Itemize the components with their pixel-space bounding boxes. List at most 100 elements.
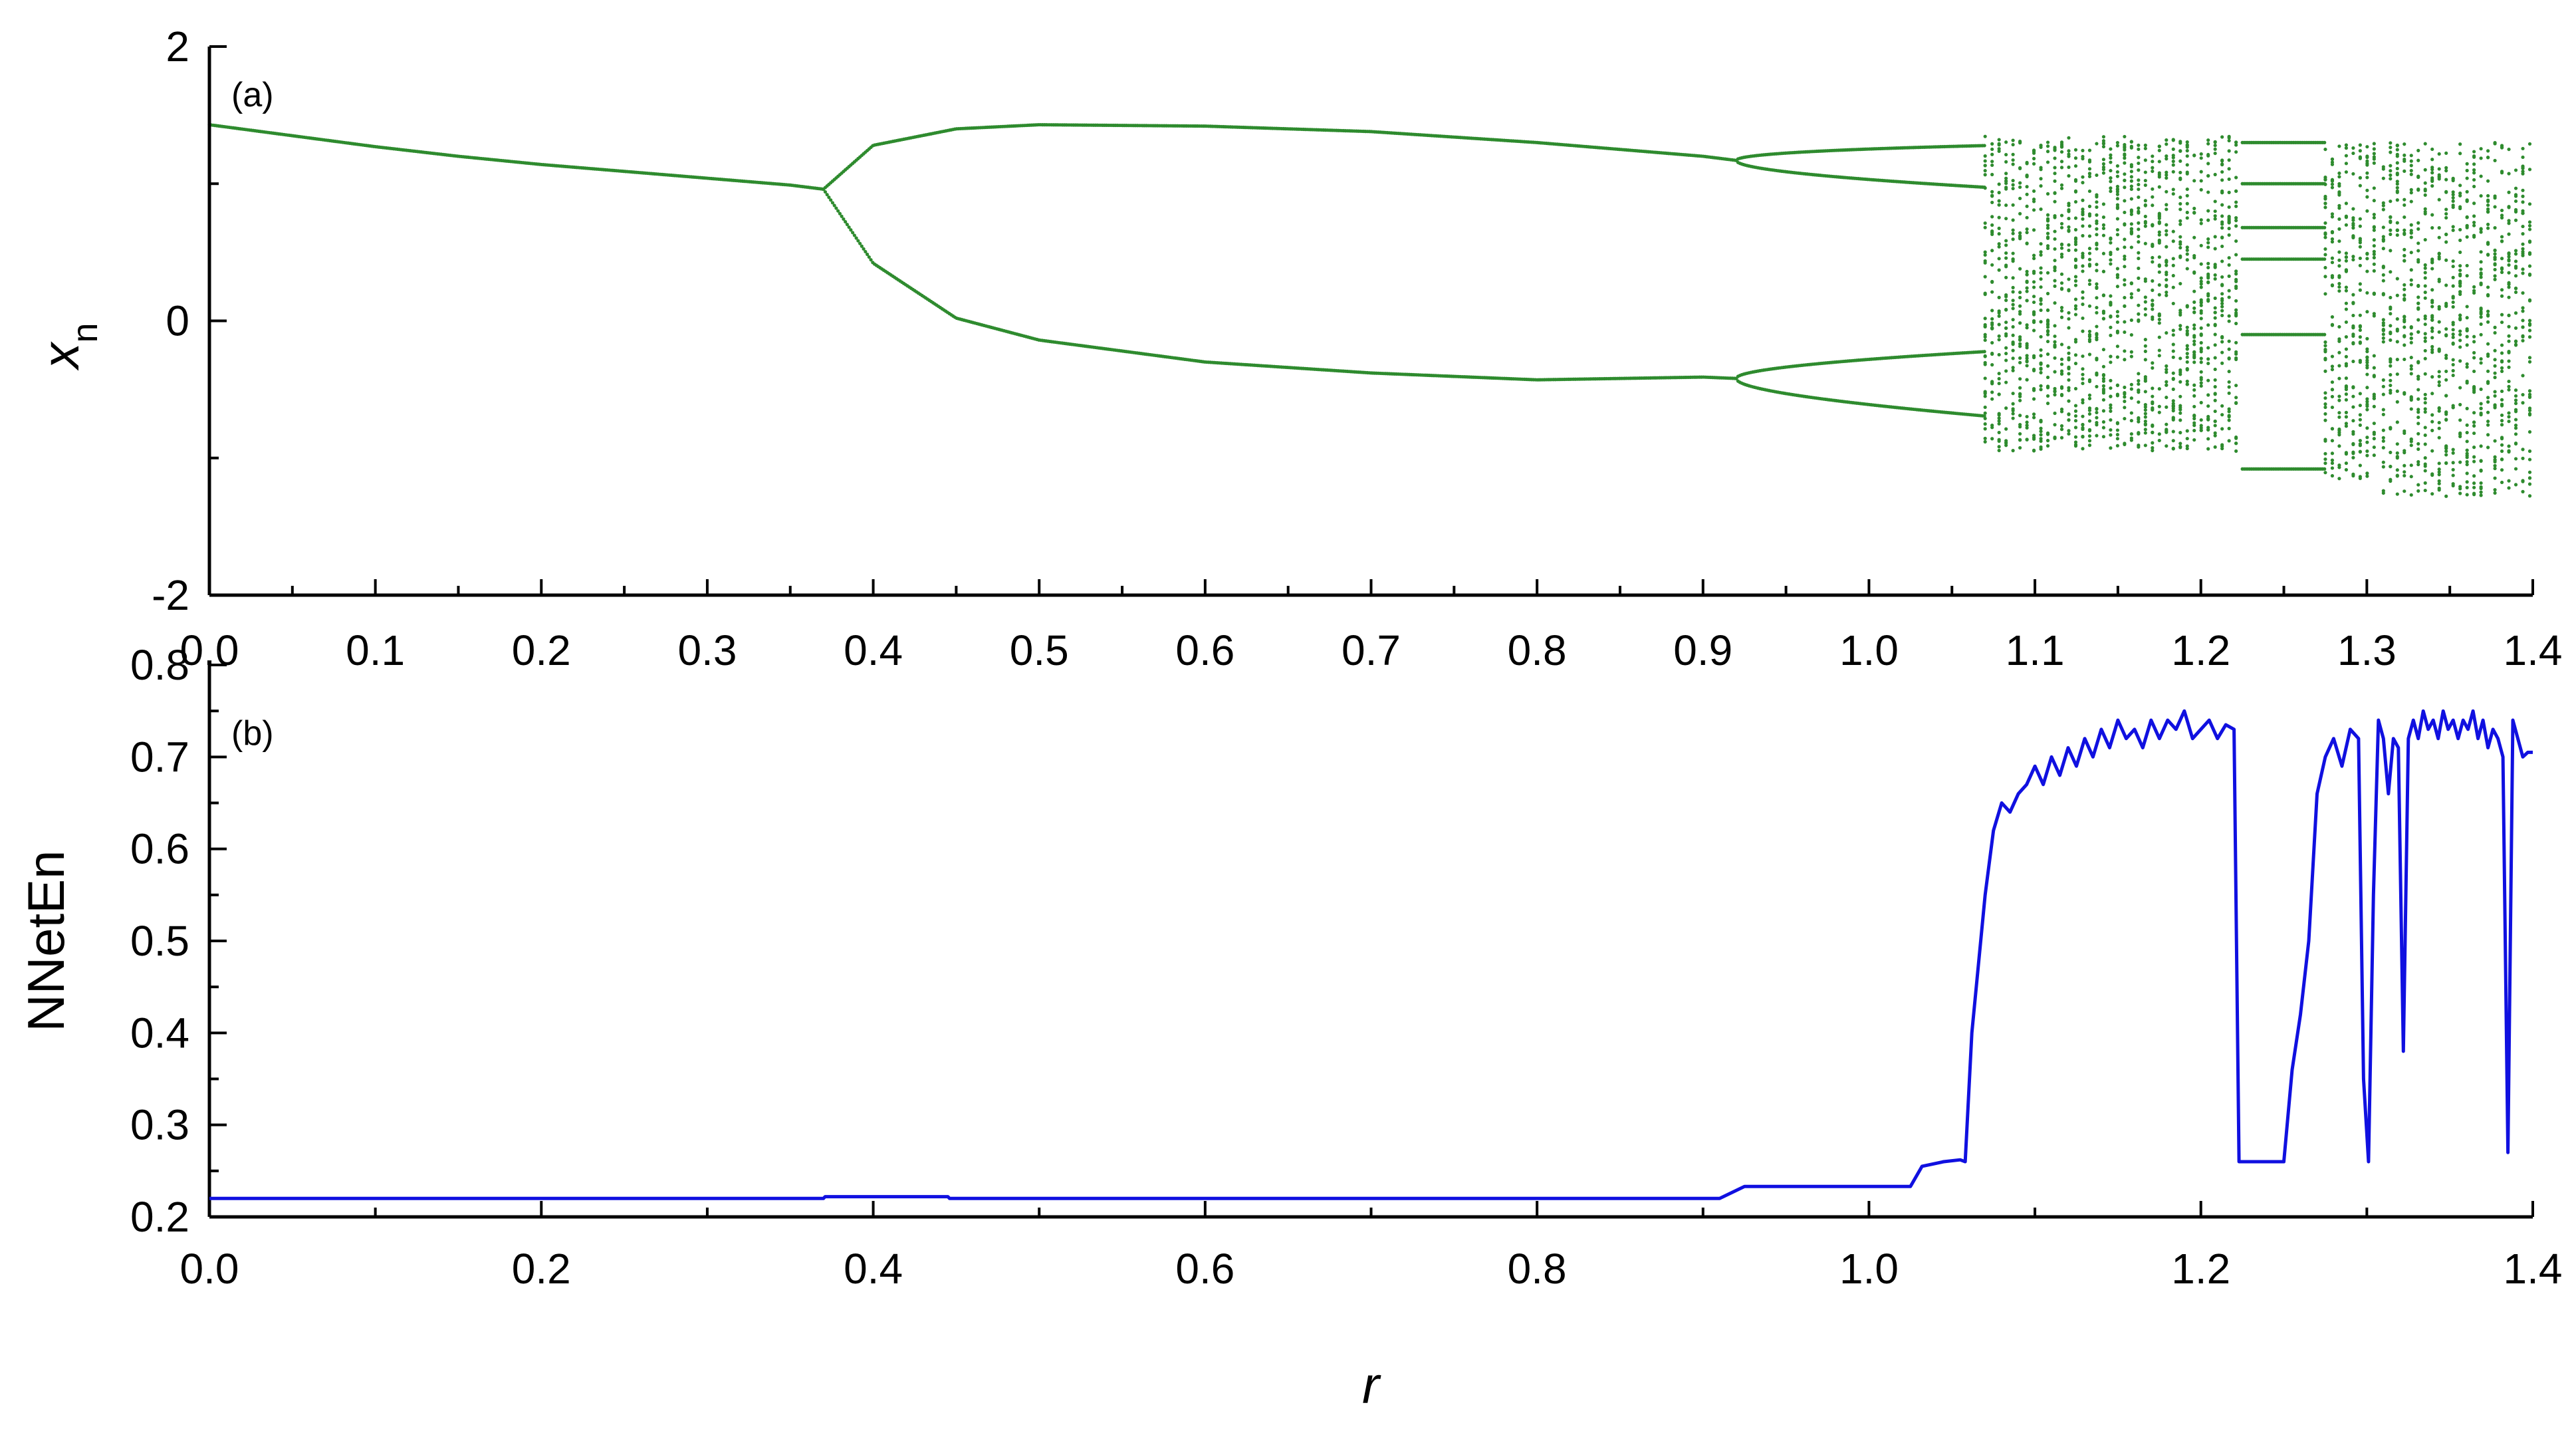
panel-b-y-axis-title: NNetEn: [17, 850, 75, 1031]
chaotic-point: [2087, 338, 2092, 342]
panel-a-y-ticks: -202: [152, 23, 227, 619]
chaotic-point: [2423, 442, 2427, 446]
chaotic-point: [2185, 446, 2189, 451]
chaotic-point: [2199, 381, 2203, 385]
chaotic-point: [2067, 149, 2071, 153]
chaotic-point: [2416, 483, 2420, 487]
chaotic-point: [2423, 168, 2427, 172]
chaotic-point: [2095, 195, 2099, 199]
chaotic-point: [2157, 264, 2161, 268]
chaotic-point: [2514, 199, 2518, 203]
chaotic-point: [2227, 227, 2231, 231]
chaotic-point: [2032, 356, 2036, 360]
chaotic-point: [2129, 184, 2133, 188]
chaotic-point: [2409, 340, 2413, 344]
chaotic-point: [2157, 255, 2161, 259]
chaotic-point: [2465, 224, 2469, 228]
chaotic-point: [1983, 293, 1987, 297]
chaotic-point: [2213, 332, 2217, 336]
chaotic-point: [2185, 368, 2189, 372]
chaotic-point: [2039, 271, 2043, 275]
chaotic-point: [2416, 447, 2420, 452]
chaotic-point: [2143, 419, 2147, 424]
chaotic-point: [1990, 351, 1994, 356]
bifurcation-point: [840, 214, 844, 218]
chaotic-point: [2059, 160, 2064, 164]
chaotic-point: [2458, 402, 2462, 407]
chaotic-point: [2430, 299, 2434, 303]
chaotic-point: [2129, 387, 2133, 391]
chaotic-point: [2151, 441, 2155, 445]
chaotic-point: [2395, 148, 2399, 152]
chaotic-point: [2087, 234, 2092, 238]
chaotic-point: [2372, 269, 2376, 273]
chaotic-point: [2213, 151, 2217, 156]
chaotic-point: [2157, 233, 2161, 237]
chaotic-point: [2381, 340, 2385, 344]
chaotic-point: [2185, 429, 2189, 433]
chaotic-point: [1990, 142, 1994, 146]
chaotic-point: [2527, 449, 2532, 454]
chaotic-point: [2500, 146, 2504, 150]
chaotic-point: [2507, 172, 2511, 176]
chaotic-point: [2444, 151, 2448, 155]
chaotic-point: [2192, 360, 2196, 364]
chaotic-point: [1983, 250, 1987, 254]
chaotic-point: [2234, 321, 2238, 326]
chaotic-point: [2507, 379, 2511, 384]
chaotic-point: [2109, 394, 2113, 398]
chaotic-point: [2358, 418, 2362, 422]
chaotic-point: [2514, 402, 2518, 406]
chaotic-point: [2199, 285, 2203, 289]
chaotic-point: [2053, 389, 2057, 393]
chaotic-point: [2053, 147, 2057, 151]
chaotic-point: [2344, 143, 2349, 147]
chaotic-point: [2171, 447, 2175, 451]
chaotic-point: [2129, 281, 2133, 285]
chaotic-point: [2192, 339, 2196, 343]
panel-a-x-tick-label: 1.1: [2006, 626, 2065, 674]
chaotic-point: [2330, 394, 2335, 399]
chaotic-point: [2101, 215, 2106, 219]
chaotic-point: [2344, 255, 2349, 259]
chaotic-point: [2465, 448, 2469, 452]
chaotic-point: [2437, 320, 2441, 324]
chaotic-point: [1997, 372, 2001, 376]
bifurcation-point: [827, 195, 831, 199]
chaotic-point: [2157, 432, 2161, 436]
chaotic-point: [2123, 385, 2127, 390]
chaotic-point: [2004, 203, 2008, 207]
chaotic-point: [2381, 460, 2385, 464]
chaotic-point: [2430, 326, 2434, 330]
chaotic-point: [2402, 357, 2406, 362]
chaotic-point: [2365, 363, 2369, 368]
chaotic-point: [2234, 216, 2238, 220]
chaotic-point: [2220, 178, 2224, 182]
chaotic-point: [2171, 263, 2175, 267]
chaotic-point: [2206, 346, 2210, 350]
chaotic-point: [2129, 175, 2133, 179]
chaotic-point: [2151, 408, 2155, 412]
chaotic-point: [2486, 380, 2490, 384]
bifurcation-point: [838, 211, 842, 215]
chaotic-point: [2451, 321, 2455, 325]
chaotic-point: [2227, 380, 2231, 384]
chaotic-point: [2527, 273, 2532, 277]
chaotic-point: [2018, 392, 2022, 396]
chaotic-point: [2330, 256, 2335, 260]
panel-b-label: (b): [231, 714, 274, 753]
chaotic-point: [1997, 242, 2001, 246]
chaotic-point: [2185, 344, 2189, 348]
chaotic-point: [2323, 391, 2327, 395]
chaotic-point: [2192, 300, 2196, 304]
chaotic-point: [2451, 177, 2455, 181]
chaotic-point: [2129, 170, 2133, 174]
chaotic-point: [2527, 389, 2532, 393]
chaotic-point: [2416, 318, 2420, 322]
chaotic-point: [2073, 404, 2078, 408]
chaotic-point: [2527, 240, 2532, 244]
chaotic-point: [2018, 398, 2022, 402]
chaotic-point: [2115, 394, 2119, 398]
chaotic-point: [2171, 147, 2175, 151]
chaotic-point: [2430, 318, 2434, 322]
